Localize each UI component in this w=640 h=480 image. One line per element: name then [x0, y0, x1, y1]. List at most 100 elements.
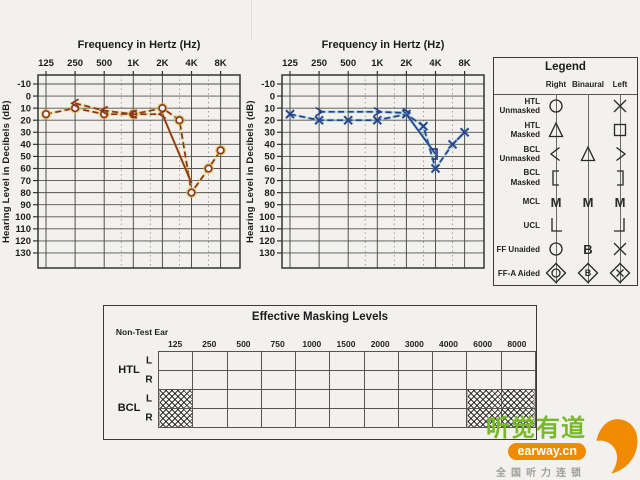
y-tick-label: 120: [259, 236, 275, 247]
masking-cell: [363, 351, 399, 371]
y-tick-label: 40: [264, 140, 275, 151]
masking-row-label: R: [145, 374, 153, 385]
masking-cell: [432, 351, 468, 371]
series-line: [160, 112, 193, 185]
earway-tagline: 全国听力连锁: [496, 468, 586, 480]
legend-header-divider: [494, 94, 637, 95]
earway-watermark: 听觉有道 earway.cn 全国听力连锁: [486, 416, 639, 479]
x-marker: [343, 115, 353, 125]
legend-symbol-M: M: [551, 195, 562, 210]
x-marker: [418, 121, 429, 131]
masking-cell: [466, 351, 502, 371]
masking-cell: [295, 408, 331, 428]
y-axis-label: Hearing Level in Decibels (dB): [245, 100, 256, 244]
legend-symbol-x: [613, 99, 627, 113]
x-marker: [430, 163, 441, 174]
x-tick-label: 4K: [429, 58, 441, 69]
y-tick-label: 30: [20, 127, 31, 138]
legend-row-label: HTL Masked: [510, 120, 540, 139]
masking-table-row: [157, 389, 537, 409]
masking-cell: [500, 389, 537, 409]
masking-row-label: L: [145, 355, 153, 366]
masking-cell: [295, 370, 331, 390]
y-tick-label: 100: [259, 212, 275, 223]
x-marker: [314, 115, 324, 125]
x-tick-label: 2K: [400, 58, 412, 69]
masking-cell: [500, 408, 537, 428]
x-marker: [459, 127, 470, 137]
x-tick-label: 1K: [127, 58, 139, 69]
masking-cell: [192, 389, 228, 409]
earway-watermark-text: 听觉有道 earway.cn 全国听力连锁: [486, 416, 586, 479]
svg-text:M: M: [615, 195, 626, 210]
legend-row-label: UCL: [523, 220, 540, 230]
masking-cell: [363, 389, 399, 409]
y-tick-label: 110: [260, 224, 275, 235]
y-tick-label: -10: [17, 79, 31, 90]
legend-column-header: Left: [612, 80, 628, 89]
bracket-right-marker: [431, 148, 438, 160]
legend-row-label: HTL Unmasked: [499, 96, 540, 115]
svg-text:B: B: [585, 268, 592, 278]
x-tick-label: 1K: [371, 58, 383, 69]
masking-cell: [432, 370, 468, 390]
legend-symbol-circle: [549, 99, 563, 113]
chart-title: Frequency in Hertz (Hz): [321, 39, 445, 51]
legend-row-label: MCL: [522, 196, 540, 206]
y-tick-label: 60: [20, 164, 31, 175]
legend-symbol-circle: [549, 242, 563, 257]
circle-marker: [187, 188, 196, 197]
y-tick-label: 130: [259, 248, 275, 259]
masking-cell: [432, 408, 468, 428]
masking-table-title: Effective Masking Levels: [251, 311, 389, 323]
masking-cell: [397, 408, 434, 428]
masking-column-header: 250: [202, 339, 217, 349]
masking-cell: [397, 370, 434, 390]
series-chevron-right: [315, 106, 412, 118]
legend-symbol-B: B: [583, 242, 592, 257]
svg-text:M: M: [551, 195, 562, 210]
series-circle: [40, 102, 226, 198]
masking-table-row: [157, 408, 537, 428]
y-tick-label: 20: [264, 115, 275, 126]
legend-symbol-M: M: [583, 195, 594, 210]
y-tick-label: 70: [20, 176, 31, 187]
legend-symbol-ucl-right: [614, 218, 625, 233]
chevron-left-marker: [70, 98, 80, 109]
legend-symbol-ucl-left: [551, 218, 562, 233]
x-tick-label: 500: [340, 58, 356, 69]
legend-row-label: FF Unaided: [496, 244, 540, 254]
x-tick-label: 8K: [459, 58, 471, 69]
legend-symbol-chevron-right: [616, 146, 627, 161]
x-tick-label: 8K: [215, 58, 227, 69]
x-tick-label: 250: [67, 58, 83, 69]
masking-cell: [157, 389, 194, 409]
y-tick-label: -10: [261, 79, 275, 90]
masking-column-header: 125: [167, 339, 183, 349]
y-tick-label: 120: [15, 236, 31, 247]
masking-cell: [260, 408, 297, 428]
masking-row-group-label: HTL: [118, 364, 140, 376]
legend-symbol-triangle: [548, 121, 564, 138]
masking-row-label: R: [145, 412, 153, 423]
masking-cell: [500, 370, 537, 390]
series-chevron-left: [70, 98, 167, 120]
circle-marker: [216, 146, 225, 155]
masking-cell: [157, 408, 194, 428]
scan-fold-line: [251, 0, 252, 40]
masking-column-header: 1500: [336, 339, 356, 349]
chevron-right-marker: [315, 106, 325, 117]
chevron-left-marker: [128, 109, 138, 120]
legend-symbol-bracket-right: [617, 169, 624, 186]
masking-column-header: 1000: [302, 339, 322, 349]
y-tick-label: 110: [16, 224, 31, 235]
legend-row-label: BCL Unmasked: [499, 144, 540, 163]
masking-table-row: [157, 370, 537, 390]
legend-symbol-x: [613, 242, 627, 256]
masking-cell: [226, 389, 262, 409]
masking-cell: [192, 351, 228, 371]
y-tick-label: 80: [264, 188, 275, 199]
legend-title: Legend: [545, 61, 586, 73]
